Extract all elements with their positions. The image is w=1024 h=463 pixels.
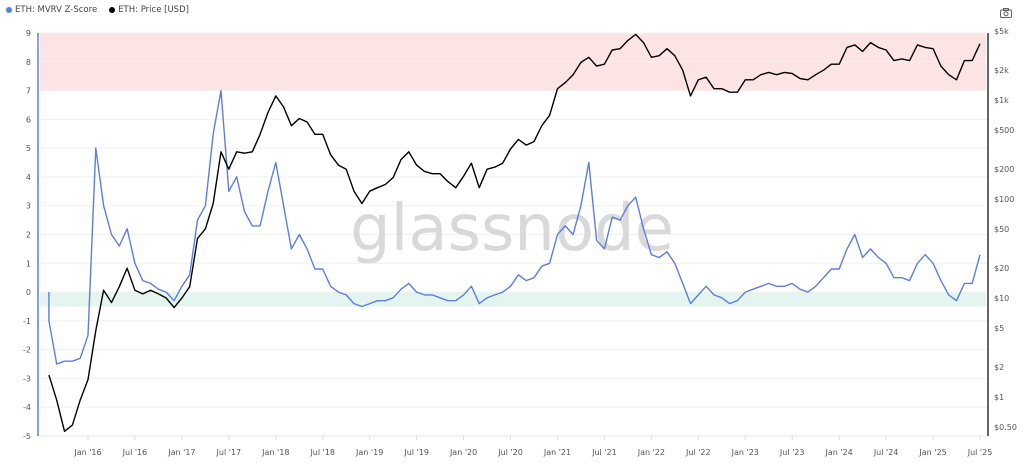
left-tick-label: 8 — [26, 58, 31, 67]
left-tick-label: -4 — [23, 403, 31, 412]
x-tick-label: Jul '16 — [122, 448, 148, 457]
legend-item-price[interactable]: ETH: Price [USD] — [109, 5, 189, 15]
left-tick-label: -2 — [23, 346, 31, 355]
band-1 — [40, 292, 986, 307]
left-tick-label: -1 — [23, 317, 31, 326]
x-tick-label: Jul '20 — [497, 448, 523, 457]
x-tick-label: Jul '23 — [779, 448, 805, 457]
x-tick-label: Jan '19 — [355, 448, 383, 457]
right-tick-label: $20 — [994, 264, 1009, 273]
x-tick-label: Jul '22 — [685, 448, 711, 457]
right-tick-label: $0.50 — [994, 423, 1017, 432]
price-line — [48, 33, 981, 432]
right-tick-label: $50 — [994, 225, 1009, 234]
left-tick-label: 6 — [26, 115, 31, 124]
left-tick-label: 4 — [26, 173, 31, 182]
left-tick-label: 5 — [26, 144, 31, 153]
legend-swatch-price — [109, 7, 116, 13]
x-tick-label: Jul '24 — [873, 448, 899, 457]
x-tick-label: Jul '17 — [216, 448, 242, 457]
left-tick-label: 2 — [26, 231, 31, 240]
left-tick-label: 1 — [26, 259, 31, 268]
left-tick-label: 7 — [26, 87, 31, 96]
x-tick-label: Jan '22 — [637, 448, 665, 457]
legend: ETH: MVRV Z-Score ETH: Price [USD] — [6, 5, 189, 15]
x-tick-label: Jan '18 — [261, 448, 289, 457]
right-tick-label: $5k — [994, 27, 1009, 36]
x-tick-label: Jan '23 — [731, 448, 759, 457]
x-tick-label: Jan '16 — [73, 448, 101, 457]
x-tick-label: Jan '20 — [449, 448, 477, 457]
right-tick-label: $2k — [994, 66, 1009, 75]
right-tick-label: $2 — [994, 363, 1004, 372]
right-tick-label: $5 — [994, 324, 1004, 333]
right-tick-label: $1 — [994, 393, 1004, 402]
x-tick-label: Jul '19 — [403, 448, 429, 457]
left-tick-label: -3 — [23, 374, 31, 383]
mvrv-zscore-line — [48, 89, 981, 365]
x-tick-label: Jul '25 — [967, 448, 993, 457]
left-tick-label: -5 — [23, 432, 31, 441]
watermark: glassnode — [350, 192, 674, 266]
right-tick-label: $10 — [994, 294, 1009, 303]
left-tick-label: 9 — [26, 29, 31, 38]
left-tick-label: 0 — [26, 288, 31, 297]
right-tick-label: $1k — [994, 96, 1009, 105]
right-tick-label: $200 — [994, 165, 1014, 174]
legend-label-price: ETH: Price [USD] — [118, 5, 189, 15]
left-tick-label: 3 — [26, 202, 31, 211]
camera-icon[interactable] — [1000, 8, 1012, 18]
right-tick-label: $500 — [994, 126, 1014, 135]
legend-label-mvrv: ETH: MVRV Z-Score — [15, 5, 98, 15]
x-tick-label: Jul '21 — [591, 448, 617, 457]
x-tick-label: Jul '18 — [309, 448, 335, 457]
right-tick-label: $100 — [994, 195, 1014, 204]
x-tick-label: Jan '17 — [167, 448, 195, 457]
x-tick-label: Jan '24 — [825, 448, 853, 457]
x-tick-label: Jan '25 — [918, 448, 946, 457]
legend-swatch-mvrv — [6, 7, 12, 13]
legend-item-mvrv[interactable]: ETH: MVRV Z-Score — [6, 5, 97, 15]
x-tick-label: Jan '21 — [543, 448, 571, 457]
